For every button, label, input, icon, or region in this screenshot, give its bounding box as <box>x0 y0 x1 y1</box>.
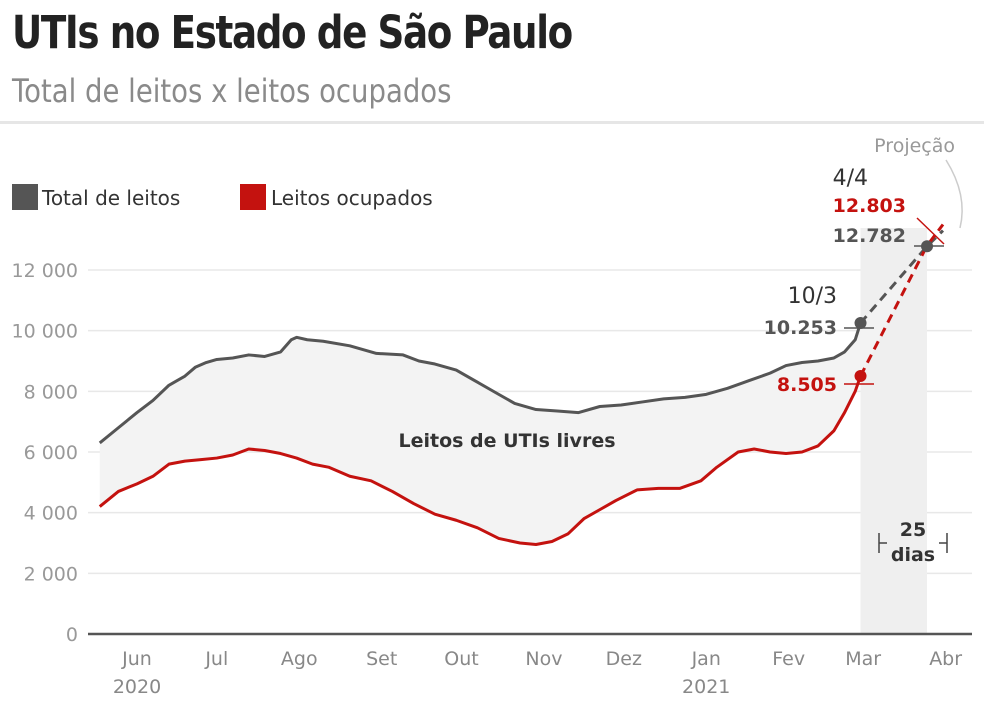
y-tick-label: 4 000 <box>24 503 78 525</box>
x-year-label: 2021 <box>682 676 730 698</box>
ocupados-leader-4-4 <box>916 217 945 245</box>
legend-label-total: Total de leitos <box>41 186 180 210</box>
series-lines <box>98 223 945 547</box>
projection-line-ocupados <box>859 223 945 377</box>
series-line-ocupados <box>98 375 862 547</box>
x-tick-label: Ago <box>281 648 318 670</box>
ocupados-value-10-3: 8.505 <box>777 374 837 396</box>
x-tick-label: Set <box>366 648 397 670</box>
marker-ocupados-10-3 <box>854 370 867 383</box>
projection-label: Projeção <box>874 135 955 157</box>
x-year-label: 2020 <box>113 676 161 698</box>
ocupados-value-4-4: 12.803 <box>833 195 906 217</box>
free-beds-area <box>99 245 928 545</box>
y-axis-ticks: 0 2 000 4 000 6 000 8 000 10 000 12 000 <box>12 260 78 646</box>
x-tick-label: Out <box>444 648 478 670</box>
point-markers <box>854 240 934 383</box>
x-tick-label: Mar <box>845 648 881 670</box>
date-label-10-3: 10/3 <box>788 284 837 309</box>
total-value-4-4: 12.782 <box>833 225 906 247</box>
legend-swatch-total <box>12 184 38 210</box>
total-value-10-3: 10.253 <box>764 317 837 339</box>
legend-label-ocupados: Leitos ocupados <box>271 186 433 210</box>
y-tick-label: 6 000 <box>24 442 78 464</box>
y-tick-label: 8 000 <box>24 381 78 403</box>
marker-total-10-3 <box>854 316 867 329</box>
legend: Total de leitos Leitos ocupados <box>12 184 433 210</box>
y-tick-label: 0 <box>66 624 78 646</box>
y-tick-label: 2 000 <box>24 563 78 585</box>
days-bracket: 25 dias <box>878 519 948 566</box>
legend-swatch-ocupados <box>240 184 266 210</box>
x-tick-label: Jul <box>204 648 228 670</box>
x-tick-label: Nov <box>525 648 562 670</box>
chart-subtitle: Total de leitos x leitos ocupados <box>12 72 452 110</box>
x-tick-label: Fev <box>772 648 805 670</box>
marker-total-4-4 <box>921 240 934 253</box>
date-label-4-4: 4/4 <box>833 166 868 191</box>
x-tick-label: Abr <box>929 648 962 670</box>
projection-pointer <box>945 159 963 229</box>
projection-line-total <box>859 229 945 324</box>
days-unit: dias <box>891 544 935 566</box>
header-divider <box>0 121 984 124</box>
x-tick-label: Jan <box>691 648 721 670</box>
x-tick-label: Jun <box>121 648 152 670</box>
chart-title: UTIs no Estado de São Paulo <box>12 6 573 59</box>
x-tick-label: Dez <box>606 648 642 670</box>
x-axis-ticks: Jun Jul Ago Set Out Nov Dez Jan Fev Mar Abr 2020 202… <box>113 648 962 698</box>
free-beds-label: Leitos de UTIs livres <box>398 430 615 452</box>
y-tick-label: 12 000 <box>12 260 78 282</box>
series-line-total <box>98 322 862 445</box>
days-value: 25 <box>900 519 926 541</box>
y-tick-label: 10 000 <box>12 321 78 343</box>
